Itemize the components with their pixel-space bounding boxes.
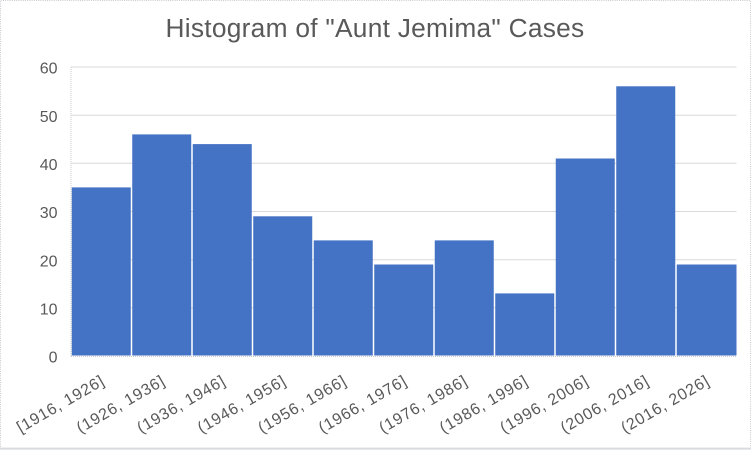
svg-text:30: 30 (40, 205, 58, 222)
svg-text:0: 0 (49, 350, 58, 367)
svg-text:10: 10 (40, 301, 58, 318)
svg-text:50: 50 (40, 109, 58, 126)
svg-text:20: 20 (40, 253, 58, 270)
svg-text:Histogram of "Aunt Jemima" Cas: Histogram of "Aunt Jemima" Cases (166, 13, 585, 43)
svg-text:40: 40 (40, 157, 58, 174)
svg-text:60: 60 (40, 61, 58, 78)
